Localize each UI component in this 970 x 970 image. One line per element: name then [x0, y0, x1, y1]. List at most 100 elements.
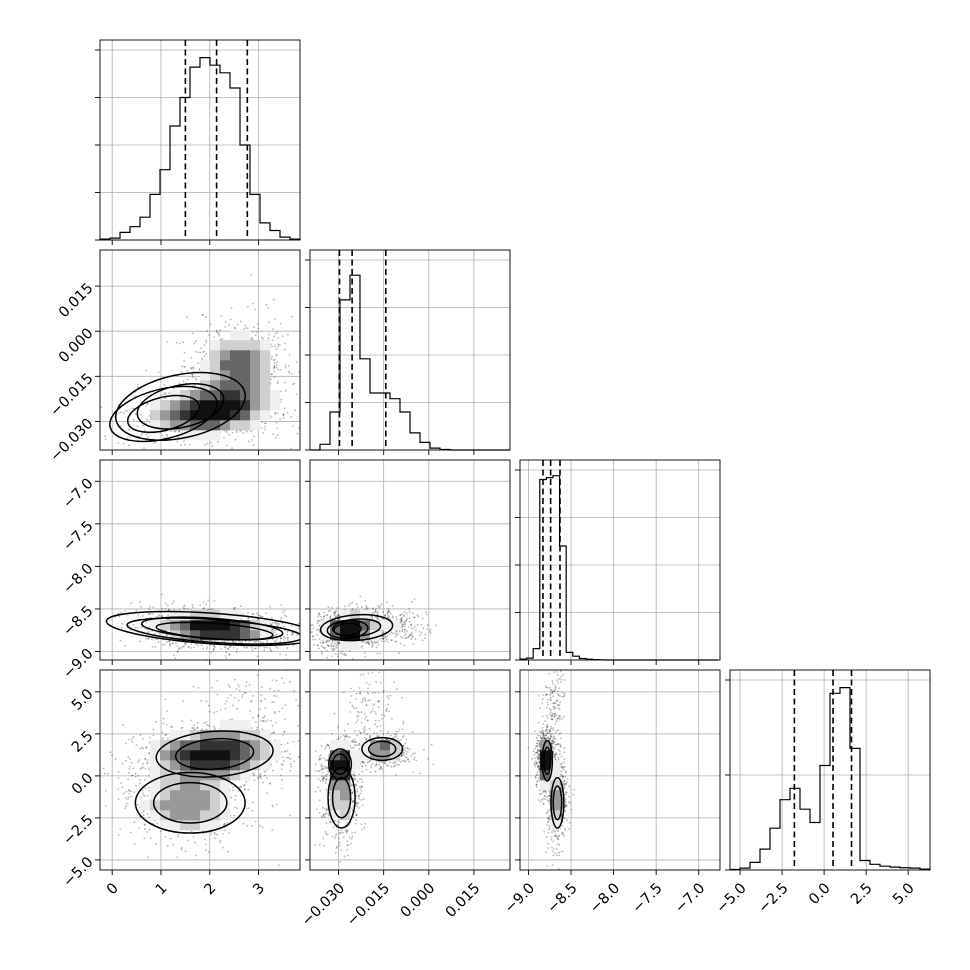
data-point [274, 629, 277, 631]
data-point [414, 625, 417, 628]
data-point [266, 641, 268, 644]
data-point [279, 637, 282, 640]
data-point [356, 395, 358, 397]
panel-frame [309, 249, 511, 451]
data-point [133, 395, 136, 397]
data-point [155, 843, 157, 845]
data-point [381, 640, 383, 642]
data-point [426, 628, 428, 631]
data-point [420, 624, 423, 626]
data-point [213, 647, 215, 650]
data-point [228, 646, 231, 648]
data-point [402, 623, 405, 626]
data-point [233, 608, 236, 611]
data-point [140, 433, 143, 436]
data-point [386, 610, 389, 613]
data-point [118, 615, 121, 618]
data-point [274, 622, 277, 625]
data-point [317, 628, 320, 631]
data-point [361, 641, 363, 643]
data-point [317, 619, 320, 622]
data-point [173, 430, 176, 433]
data-point [141, 615, 144, 617]
data-point [234, 438, 237, 441]
data-point [120, 611, 122, 614]
data-point [306, 614, 308, 616]
data-point [124, 610, 126, 612]
data-point [250, 430, 252, 433]
scatter-panel-2-0: −9.0−8.5−8.0−7.5−7.0 [60, 459, 303, 682]
x-tick-label: −2.5 [755, 880, 791, 916]
data-point [140, 413, 142, 416]
data-point [147, 631, 150, 633]
data-point [205, 603, 208, 606]
data-point [235, 650, 238, 653]
data-point [375, 641, 378, 644]
x-tick-label: 5.0 [890, 880, 918, 908]
data-point [281, 335, 284, 338]
data-point [195, 473, 197, 475]
data-point [341, 650, 344, 653]
data-point [365, 606, 368, 609]
data-point [272, 359, 275, 362]
data-point [149, 736, 151, 739]
data-point [175, 642, 177, 645]
data-point [228, 324, 231, 326]
data-point [181, 720, 184, 722]
data-point [208, 710, 211, 713]
data-point [290, 315, 293, 318]
data-point [239, 605, 242, 608]
data-point [245, 647, 248, 649]
panel-frame [309, 459, 511, 661]
density-cell [260, 340, 271, 351]
data-point [197, 362, 200, 365]
data-point [337, 650, 340, 652]
data-point [192, 367, 195, 370]
data-point [270, 628, 273, 631]
data-point [291, 632, 294, 634]
data-point [144, 758, 147, 761]
density-cell [230, 370, 241, 381]
data-point [318, 613, 321, 616]
data-point [182, 380, 185, 383]
density-cell [260, 630, 271, 641]
y-tick-label: −0.015 [47, 371, 96, 420]
data-point [285, 615, 288, 618]
data-point [418, 630, 421, 633]
data-point [203, 355, 206, 358]
data-point [300, 632, 302, 634]
density-cell [180, 400, 191, 411]
density-cell [200, 420, 211, 431]
data-point [389, 613, 392, 615]
data-point [404, 623, 407, 626]
y-tick-label: −7.0 [60, 476, 96, 512]
data-point [276, 361, 279, 363]
data-point [144, 779, 146, 781]
data-point [133, 821, 136, 823]
data-point [164, 607, 167, 610]
data-point [264, 422, 267, 425]
data-point [412, 635, 414, 637]
data-point [263, 649, 266, 652]
data-point [406, 612, 408, 615]
data-point [403, 631, 406, 633]
data-point [366, 641, 369, 644]
data-point [141, 789, 144, 792]
density-cell [170, 620, 181, 631]
data-point [260, 615, 262, 618]
density-cell [200, 430, 211, 441]
data-point [132, 418, 135, 421]
data-point [345, 654, 347, 657]
contour-line [333, 622, 362, 637]
density-cell [220, 630, 231, 641]
data-point [104, 435, 106, 438]
data-point [434, 624, 437, 627]
data-point [303, 628, 305, 630]
data-point [259, 708, 261, 711]
data-point [403, 621, 406, 623]
density-cell [240, 420, 251, 431]
data-point [388, 633, 391, 635]
data-point [335, 643, 338, 646]
data-point [301, 662, 303, 664]
contour-line [331, 618, 382, 638]
